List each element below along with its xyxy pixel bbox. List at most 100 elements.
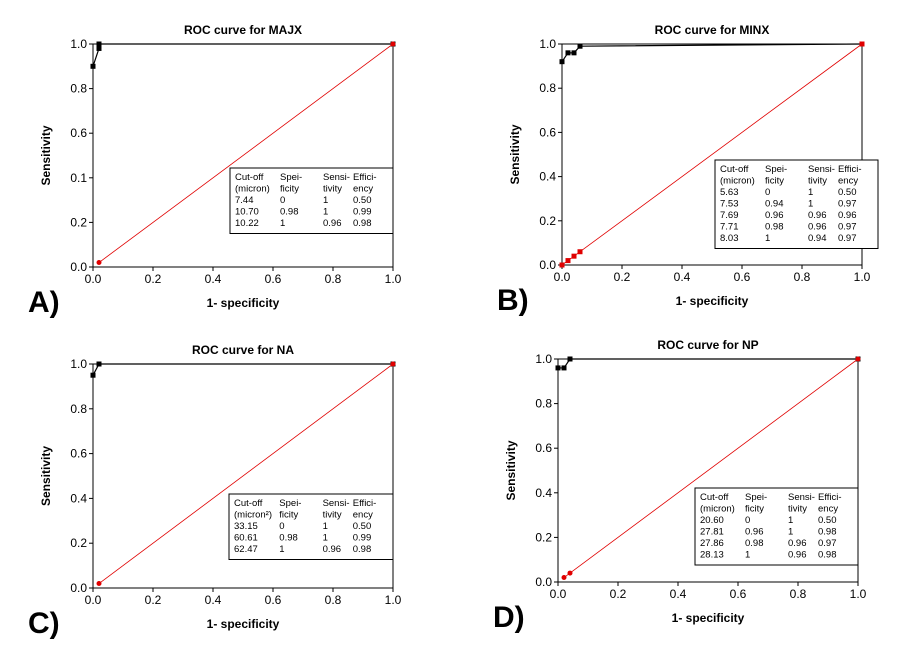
y-tick-label: 0.6: [535, 441, 552, 455]
x-tick-label: 0.8: [325, 593, 342, 607]
table-header: Effici-: [353, 172, 377, 183]
x-tick-label: 0.2: [145, 593, 162, 607]
table-cell: 0.94: [765, 199, 784, 210]
y-tick-label: 0.6: [539, 125, 556, 139]
table-header: (micron): [700, 504, 735, 515]
x-axis-label: 1- specificity: [676, 294, 749, 308]
roc-line: [92, 363, 393, 376]
point: [559, 262, 565, 268]
table-cell: 10.70: [235, 207, 259, 218]
point: [565, 258, 571, 264]
table-cell: 20.60: [700, 515, 724, 526]
table-cell: 1: [808, 199, 813, 210]
table-cell: 0.50: [353, 521, 372, 532]
panel-label: A): [28, 286, 60, 319]
table-cell: 10.22: [235, 218, 259, 229]
table-cell: 62.47: [234, 544, 258, 555]
table-cell: 33.15: [234, 521, 258, 532]
table-header: Spei-: [279, 498, 301, 509]
table-cell: 0.99: [353, 207, 372, 218]
x-tick-label: 0.4: [670, 587, 687, 601]
table-header: Effici-: [838, 164, 862, 175]
table-cell: 0.98: [279, 533, 298, 544]
chart-title: ROC curve for NP: [657, 338, 758, 352]
point: [567, 570, 573, 576]
table-cell: 1: [788, 515, 793, 526]
plot-frame: [561, 43, 863, 266]
table-header: ency: [838, 176, 858, 187]
y-tick-label: 0.8: [539, 81, 556, 95]
table-header: Sensi-: [323, 498, 350, 509]
table-header: (micron): [235, 184, 270, 195]
table-cell: 0.98: [818, 527, 837, 538]
x-tick-label: 0.8: [325, 272, 342, 286]
point: [96, 361, 102, 367]
table-cell: 0.96: [788, 538, 807, 549]
table-cell: 0.94: [808, 233, 827, 244]
y-tick-label: 0.2: [70, 536, 87, 550]
y-tick-label: 0.0: [539, 258, 556, 272]
panel-label: B): [497, 284, 529, 317]
x-axis-label: 1- specificity: [672, 611, 745, 625]
table-header: Cut-off: [720, 164, 749, 175]
table-cell: 0.96: [808, 210, 827, 221]
table-header: (micron²): [234, 510, 272, 521]
x-tick-label: 0.4: [205, 272, 222, 286]
x-tick-label: 0.4: [205, 593, 222, 607]
table-frame: [228, 493, 394, 560]
table-header: Sensi-: [808, 164, 835, 175]
table-cell: 7.69: [720, 210, 739, 221]
point: [859, 41, 865, 47]
y-tick-label: 0.0: [70, 260, 87, 274]
x-tick-label: 1.0: [385, 272, 402, 286]
table-cell: 0.99: [353, 533, 372, 544]
table-cell: 28.13: [700, 550, 724, 561]
y-tick-label: 1.0: [70, 357, 87, 371]
table-header: Spei-: [765, 164, 787, 175]
roc-line: [558, 358, 858, 369]
y-tick-label: 1.0: [539, 37, 556, 51]
roc-line: [561, 43, 863, 63]
point: [96, 260, 102, 266]
x-tick-label: 0.8: [790, 587, 807, 601]
table-cell: 1: [323, 533, 328, 544]
point: [559, 59, 565, 65]
y-tick-label: 0.1: [70, 171, 87, 185]
x-tick-label: 0.2: [614, 270, 631, 284]
x-tick-label: 0.4: [674, 270, 691, 284]
y-tick-label: 0.4: [70, 491, 87, 505]
table-cell: 7.44: [235, 195, 254, 206]
point: [96, 41, 102, 47]
table-header: ficity: [280, 184, 299, 195]
table-header: tivity: [323, 510, 342, 521]
y-tick-label: 0.2: [535, 530, 552, 544]
point: [855, 356, 861, 362]
y-tick-label: 1.0: [70, 37, 87, 51]
table-cell: 0.97: [838, 233, 857, 244]
table-cell: 0.96: [765, 210, 784, 221]
table-cell: 8.03: [720, 233, 739, 244]
y-tick-label: 0.8: [70, 82, 87, 96]
table-cell: 0.98: [280, 207, 299, 218]
chart-title: ROC curve for NA: [192, 343, 294, 357]
table-cell: 0.97: [838, 199, 857, 210]
table-header: (micron): [720, 176, 755, 187]
table-cell: 0: [765, 187, 770, 198]
x-tick-label: 1.0: [854, 270, 871, 284]
table-cell: 1: [808, 187, 813, 198]
point: [90, 372, 96, 378]
table-header: Cut-off: [235, 172, 264, 183]
y-axis-label: Sensitivity: [39, 446, 53, 506]
y-tick-label: 0.2: [539, 214, 556, 228]
chart-title: ROC curve for MINX: [655, 23, 770, 37]
table-cell: 0.50: [838, 187, 857, 198]
table-cell: 0.96: [745, 527, 764, 538]
table-header: Effici-: [353, 498, 377, 509]
table-cell: 0.97: [838, 222, 857, 233]
table-cell: 0: [279, 521, 284, 532]
y-tick-label: 0.0: [70, 581, 87, 595]
table-header: tivity: [788, 504, 807, 515]
table-cell: 0.96: [808, 222, 827, 233]
y-tick-label: 0.8: [70, 402, 87, 416]
